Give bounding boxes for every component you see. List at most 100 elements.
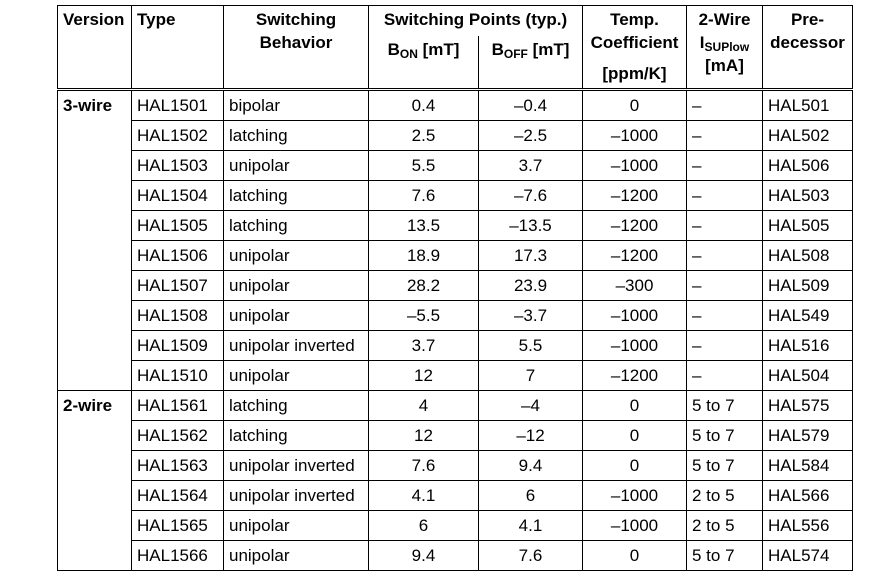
table-cell: 5 to 7	[686, 390, 763, 421]
table-cell: HAL575	[762, 390, 853, 421]
table-row: HAL1510 unipolar 12 7 –1200– HAL504	[58, 360, 853, 391]
table-cell: HAL508	[762, 240, 853, 271]
header-cell: BOFF [mT]	[478, 35, 583, 91]
table-cell: HAL1565	[131, 510, 224, 541]
header-sub: ON	[399, 46, 418, 61]
header-line: decessor	[770, 33, 845, 52]
header-text: [mT]	[422, 39, 460, 59]
table-cell: HAL504	[762, 360, 853, 391]
table-cell: HAL579	[762, 420, 853, 451]
table-cell: –	[686, 210, 763, 241]
table-row: HAL1502 latching 2.5 –2.5 –1000– HAL502	[58, 120, 853, 151]
table-cell: 18.9	[368, 240, 479, 271]
table-cell: –0.4	[478, 89, 583, 121]
table-cell: –7.6	[478, 180, 583, 211]
table-cell: HAL556	[762, 510, 853, 541]
table-cell: 7.6	[368, 180, 479, 211]
header-cell: Version	[57, 5, 132, 91]
table-cell: –	[686, 150, 763, 181]
table-cell: HAL574	[762, 540, 853, 571]
header-line: Coefficient	[590, 33, 679, 52]
table-cell: unipolar	[223, 240, 369, 271]
table-cell: 5.5	[368, 150, 479, 181]
table-cell: HAL549	[762, 300, 853, 331]
table-cell: –4	[478, 390, 583, 421]
header-text: [mT]	[532, 39, 570, 59]
table-cell: HAL1505	[131, 210, 224, 241]
table-cell: HAL584	[762, 450, 853, 481]
table-cell: 3.7	[368, 330, 479, 361]
table-cell: 0	[582, 540, 687, 571]
header-text: I	[699, 33, 705, 52]
table-cell: –13.5	[478, 210, 583, 241]
table-cell: unipolar	[223, 540, 369, 571]
table-cell: HAL1562	[131, 420, 224, 451]
header-cell: Temp. Coefficient [ppm/K]	[582, 5, 687, 91]
table-cell: 12	[368, 420, 479, 451]
table-cell: –12	[478, 420, 583, 451]
table-cell: unipolar inverted	[223, 450, 369, 481]
table-cell: latching	[223, 420, 369, 451]
table-cell: 4.1	[478, 510, 583, 541]
table-cell: 9.4	[478, 450, 583, 481]
table-row: HAL1503 unipolar 5.5 3.7 –1000– HAL506	[58, 150, 853, 181]
table-cell: HAL516	[762, 330, 853, 361]
table-cell: 5.5	[478, 330, 583, 361]
table-cell: –	[686, 120, 763, 151]
table-cell: HAL1509	[131, 330, 224, 361]
header-cell: Switching Behavior	[223, 5, 369, 91]
table-cell: –2.5	[478, 120, 583, 151]
table-cell: –300	[582, 270, 687, 301]
table-cell: –	[686, 89, 763, 121]
table-cell: HAL506	[762, 150, 853, 181]
header-line: Switching	[255, 10, 337, 29]
table-cell: bipolar	[223, 89, 369, 121]
table-cell: 0	[582, 390, 687, 421]
table-cell: –1000	[582, 330, 687, 361]
table-cell: –	[686, 240, 763, 271]
table-cell: –3.7	[478, 300, 583, 331]
header-sub: OFF	[503, 46, 528, 61]
table-cell: HAL1508	[131, 300, 224, 331]
table-cell: 5 to 7	[686, 420, 763, 451]
table-cell: 17.3	[478, 240, 583, 271]
table-cell: HAL1563	[131, 450, 224, 481]
table-cell: 2 to 5	[686, 510, 763, 541]
table-cell: unipolar	[223, 150, 369, 181]
table-cell: latching	[223, 120, 369, 151]
table-cell: HAL509	[762, 270, 853, 301]
header-text: B	[387, 39, 400, 59]
table-cell: 2 to 5	[686, 480, 763, 511]
header-line: [ppm/K]	[602, 64, 667, 83]
table-cell: –1200	[582, 210, 687, 241]
table-row: HAL1505 latching 13.5 –13.5 –1200– HAL505	[58, 210, 853, 241]
table-row: 2-wire HAL1561 latching 4 –4 0 5 to 7 HAL575	[57, 390, 853, 571]
table-cell: –1000	[582, 300, 687, 331]
table-cell: HAL1507	[131, 270, 224, 301]
header-cell: BON [mT]	[368, 35, 479, 91]
table-row: HAL1508 unipolar –5.5 –3.7 –1000– HAL549	[58, 300, 853, 331]
header-cell: Type	[131, 5, 224, 91]
table-cell: 0	[582, 89, 687, 121]
table-cell: –1000	[582, 120, 687, 151]
table-cell: unipolar inverted	[223, 330, 369, 361]
table-cell: latching	[223, 390, 369, 421]
table-cell: HAL1501	[131, 89, 224, 121]
table-cell: –	[686, 330, 763, 361]
table-cell: unipolar	[223, 510, 369, 541]
table-cell: HAL1566	[131, 540, 224, 571]
table-cell: HAL1504	[131, 180, 224, 211]
table-cell: 0	[582, 420, 687, 451]
table-cell: 5 to 7	[686, 450, 763, 481]
table-cell: unipolar	[223, 270, 369, 301]
table-cell: –1000	[582, 150, 687, 181]
table-cell: 2.5	[368, 120, 479, 151]
table-cell: latching	[223, 180, 369, 211]
table-cell: 4.1	[368, 480, 479, 511]
header-text: [mA]	[705, 56, 744, 75]
table-cell: HAL1502	[131, 120, 224, 151]
table-row: HAL1504 latching 7.6 –7.6 –1200– HAL503	[58, 180, 853, 211]
table-cell: 23.9	[478, 270, 583, 301]
table-row: 3-wire HAL1501 bipolar 0.4 –0.4 0– HAL501	[57, 89, 853, 391]
